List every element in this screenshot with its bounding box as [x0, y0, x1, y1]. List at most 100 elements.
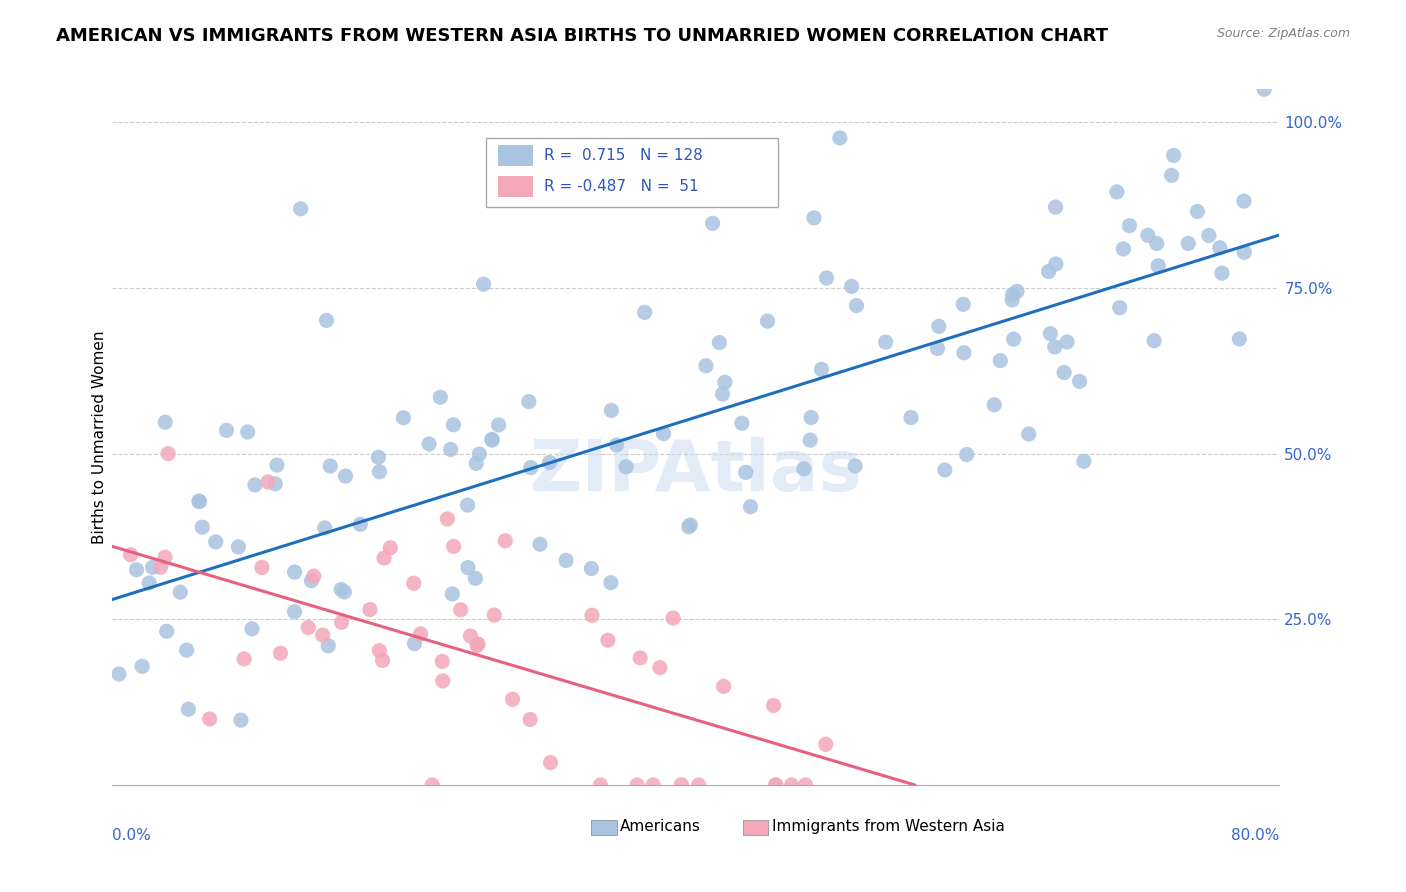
Point — [765, 778, 787, 792]
FancyBboxPatch shape — [498, 145, 533, 166]
Point — [799, 433, 821, 447]
Point — [1108, 301, 1130, 315]
Point — [302, 569, 325, 583]
Point — [283, 565, 305, 579]
Point — [756, 314, 779, 328]
Text: R = -0.487   N =  51: R = -0.487 N = 51 — [544, 179, 699, 194]
Point — [671, 778, 693, 792]
Point — [1209, 241, 1232, 255]
Point — [484, 608, 506, 623]
Point — [538, 455, 561, 469]
Point — [793, 462, 815, 476]
Point — [1001, 287, 1024, 301]
Point — [290, 202, 312, 216]
Point — [1143, 334, 1166, 348]
Point — [679, 518, 702, 533]
Point — [465, 457, 488, 471]
Point — [803, 211, 825, 225]
Point — [138, 576, 160, 591]
Point — [662, 611, 685, 625]
Point — [264, 476, 287, 491]
Point — [765, 778, 787, 792]
Point — [1233, 194, 1256, 208]
Point — [409, 627, 432, 641]
Point — [330, 615, 353, 630]
Point — [229, 713, 252, 727]
Point — [188, 494, 211, 508]
Point — [131, 659, 153, 673]
Text: AMERICAN VS IMMIGRANTS FROM WESTERN ASIA BIRTHS TO UNMARRIED WOMEN CORRELATION C: AMERICAN VS IMMIGRANTS FROM WESTERN ASIA… — [56, 27, 1108, 45]
Point — [953, 345, 976, 359]
Point — [1002, 332, 1025, 346]
Point — [333, 585, 356, 599]
Point — [494, 533, 516, 548]
Point — [794, 778, 817, 792]
Point — [1227, 332, 1250, 346]
Text: Source: ZipAtlas.com: Source: ZipAtlas.com — [1216, 27, 1350, 40]
Point — [714, 375, 737, 389]
Point — [1211, 266, 1233, 280]
Point — [1233, 245, 1256, 260]
Point — [1001, 293, 1024, 307]
Point — [634, 305, 657, 319]
FancyBboxPatch shape — [486, 138, 778, 208]
Point — [581, 561, 603, 575]
Point — [432, 673, 454, 688]
Point — [283, 605, 305, 619]
Text: Immigrants from Western Asia: Immigrants from Western Asia — [772, 819, 1005, 834]
Point — [108, 667, 131, 681]
Point — [927, 342, 949, 356]
Point — [187, 494, 209, 508]
Point — [1177, 236, 1199, 251]
Point — [153, 550, 176, 565]
Point — [709, 335, 731, 350]
Point — [711, 387, 734, 401]
Point — [1053, 366, 1076, 380]
Point — [540, 756, 562, 770]
Point — [815, 271, 838, 285]
Text: Americans: Americans — [620, 819, 702, 834]
Point — [740, 500, 762, 514]
Point — [628, 651, 651, 665]
Point — [1039, 326, 1062, 341]
Point — [481, 433, 503, 447]
Point — [678, 520, 700, 534]
Point — [652, 426, 675, 441]
Point — [349, 517, 371, 532]
Point — [517, 394, 540, 409]
Point — [359, 602, 381, 616]
Point — [596, 633, 619, 648]
Point — [418, 437, 440, 451]
Text: ZIPAtlas: ZIPAtlas — [530, 437, 862, 507]
Point — [810, 362, 832, 376]
Point — [780, 778, 803, 792]
Point — [311, 628, 333, 642]
Point — [581, 608, 603, 623]
Point — [142, 560, 165, 574]
Point — [371, 653, 394, 667]
Point — [956, 448, 979, 462]
Point — [1069, 375, 1091, 389]
Point — [600, 403, 623, 417]
Point — [1045, 257, 1067, 271]
Point — [1043, 340, 1066, 354]
Point — [1160, 169, 1182, 183]
Point — [368, 643, 391, 657]
FancyBboxPatch shape — [591, 820, 617, 835]
Point — [155, 415, 177, 429]
Point — [269, 646, 291, 660]
Point — [373, 551, 395, 566]
Point — [198, 712, 221, 726]
Point — [233, 652, 256, 666]
Point — [1146, 236, 1168, 251]
Point — [301, 574, 323, 588]
Point — [330, 582, 353, 597]
Point — [599, 575, 621, 590]
Point — [467, 637, 489, 651]
Point — [900, 410, 922, 425]
Point — [841, 279, 863, 293]
Point — [928, 319, 950, 334]
Point — [814, 737, 837, 751]
Point — [368, 465, 391, 479]
Point — [367, 450, 389, 465]
